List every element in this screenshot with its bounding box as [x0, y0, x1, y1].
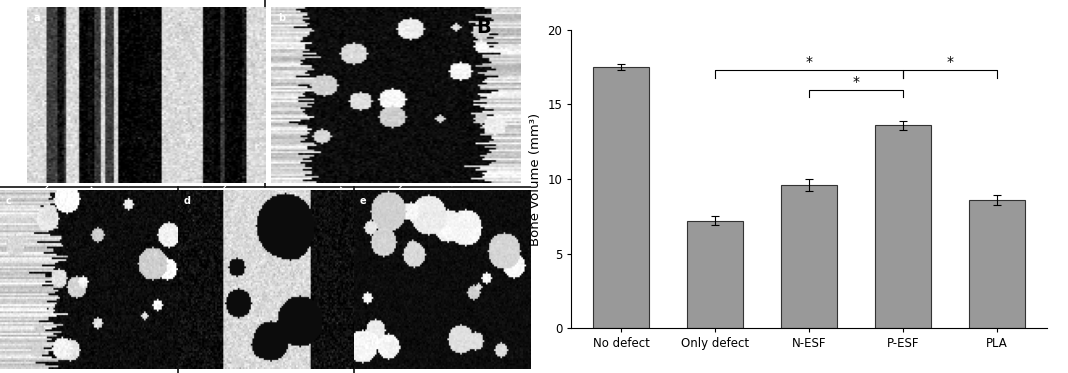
Bar [781, 185, 837, 328]
Text: *: * [805, 55, 813, 69]
Bar [687, 221, 743, 328]
Y-axis label: Bone volume (mm³): Bone volume (mm³) [529, 113, 541, 245]
Text: B: B [476, 18, 491, 37]
Bar [969, 200, 1025, 328]
Text: a: a [34, 13, 41, 23]
Text: *: * [852, 75, 860, 89]
Text: e: e [359, 195, 366, 206]
Text: *: * [946, 55, 954, 69]
Text: A: A [13, 15, 29, 34]
Text: d: d [183, 195, 190, 206]
Bar [875, 125, 931, 328]
Text: c: c [5, 195, 11, 206]
Text: b: b [278, 13, 285, 23]
Bar [593, 67, 649, 328]
